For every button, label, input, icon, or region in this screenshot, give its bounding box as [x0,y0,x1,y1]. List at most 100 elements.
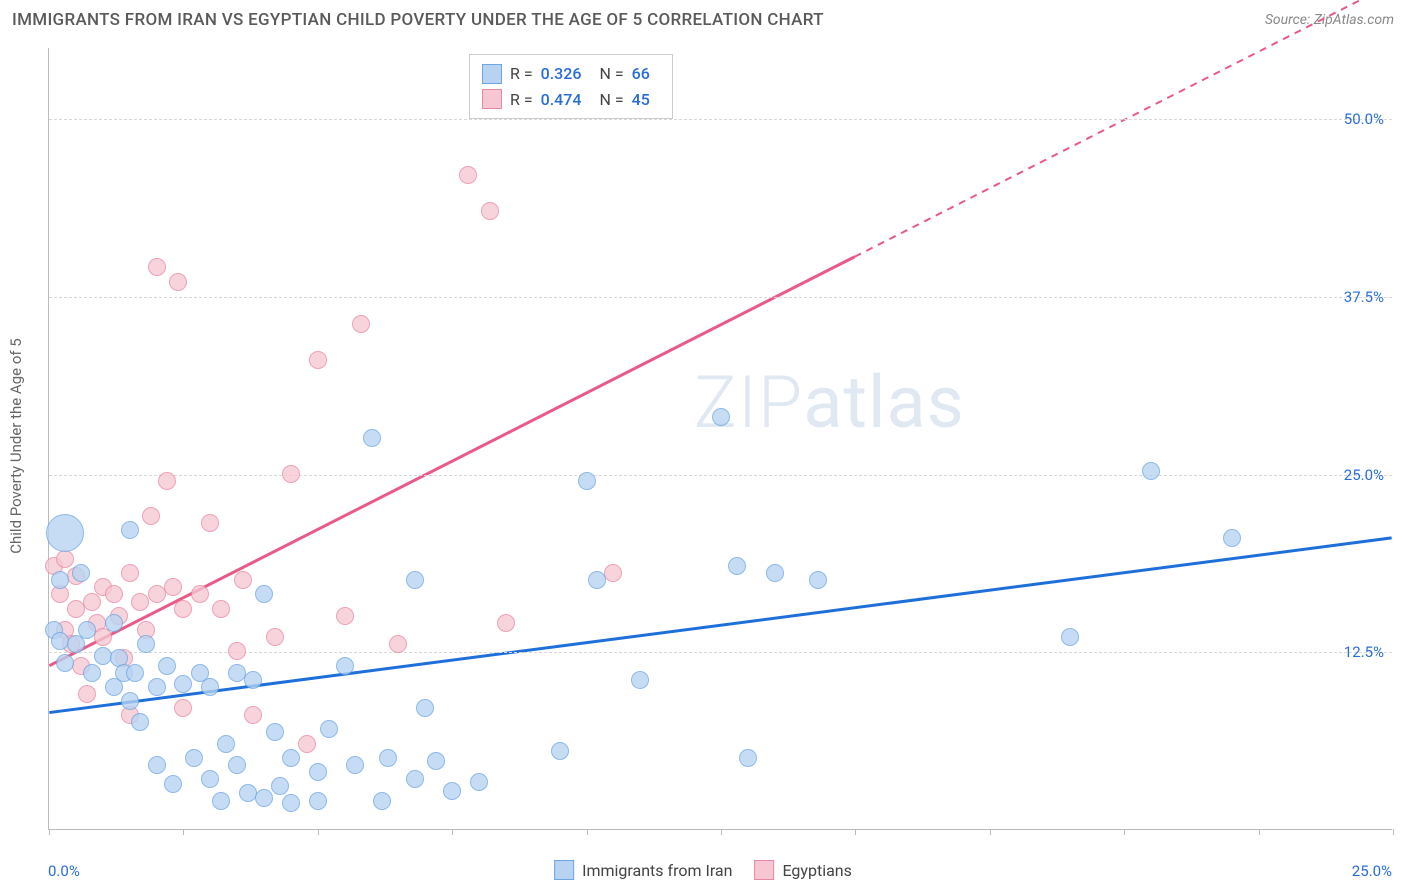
gridline [49,652,1392,653]
x-tick [49,829,50,835]
iran-point [105,614,123,632]
bottom-legend: Immigrants from Iran Egyptians [554,860,852,880]
egypt-point [174,699,192,717]
egypt-point [497,614,515,632]
iran-point [78,621,96,639]
iran-point [121,692,139,710]
iran-point [1061,628,1079,646]
iran-point [51,571,69,589]
x-tick [1393,829,1394,835]
iran-point [346,756,364,774]
egypt-point [389,635,407,653]
egypt-point [105,585,123,603]
iran-point [94,647,112,665]
egypt-point [298,735,316,753]
iran-point [255,585,273,603]
egypt-point [78,685,96,703]
iran-point [309,763,327,781]
iran-point [174,675,192,693]
y-tick-label: 50.0% [1344,110,1384,128]
iran-point [282,749,300,767]
x-tick [183,829,184,835]
stats-row-egypt: R =0.474N =45 [482,87,660,113]
x-tick [1124,829,1125,835]
legend-swatch-iran-icon [554,860,574,880]
iran-point [406,770,424,788]
iran-point [363,429,381,447]
iran-point [217,735,235,753]
iran-point [148,756,166,774]
iran-point [406,571,424,589]
egypt-point [148,258,166,276]
legend-item-egypt: Egyptians [754,860,851,880]
iran-point [239,784,257,802]
stats-swatch-iran-icon [482,64,502,84]
iran-point [148,678,166,696]
iran-point [336,657,354,675]
legend-label-egypt: Egyptians [782,861,851,880]
x-origin-label: 0.0% [48,862,80,880]
iran-point [443,782,461,800]
iran-point [578,472,596,490]
iran-point [271,777,289,795]
egypt-point [169,273,187,291]
x-tick [587,829,588,835]
r-label: R = [510,61,533,87]
iran-point [46,514,84,552]
legend-swatch-egypt-icon [754,860,774,880]
iran-point [712,408,730,426]
iran-point [56,654,74,672]
egypt-point [201,514,219,532]
iran-point [1223,529,1241,547]
r-value-iran: 0.326 [541,61,582,87]
egypt-point [459,166,477,184]
plot-area: ZIPatlas R =0.326N =66R =0.474N =45 12.5… [48,48,1392,830]
r-value-egypt: 0.474 [541,87,582,113]
egypt-point [158,472,176,490]
n-label: N = [599,61,623,87]
iran-point [201,678,219,696]
y-tick-label: 37.5% [1344,288,1384,306]
x-tick [452,829,453,835]
y-tick-label: 12.5% [1344,643,1384,661]
x-tick [990,829,991,835]
legend-label-iran: Immigrants from Iran [582,861,732,880]
egypt-point [481,202,499,220]
x-tick [318,829,319,835]
egypt-point [56,550,74,568]
iran-point [282,794,300,812]
egypt-point [142,507,160,525]
egypt-point [174,600,192,618]
y-tick-label: 25.0% [1344,466,1384,484]
iran-point [228,756,246,774]
gridline [49,475,1392,476]
iran-point [379,749,397,767]
egypt-point [282,465,300,483]
iran-point [320,720,338,738]
egypt-point [164,578,182,596]
stats-row-iran: R =0.326N =66 [482,61,660,87]
egypt-point [121,564,139,582]
iran-point [185,749,203,767]
iran-point [728,557,746,575]
egypt-point [244,706,262,724]
iran-point [158,657,176,675]
iran-point [255,789,273,807]
iran-point [51,632,69,650]
iran-point [1142,462,1160,480]
iran-point [551,742,569,760]
gridline [49,297,1392,298]
egypt-point [309,351,327,369]
egypt-point [191,585,209,603]
egypt-point [266,628,284,646]
x-tick [721,829,722,835]
iran-point [309,792,327,810]
iran-point [72,564,90,582]
r-label: R = [510,87,533,113]
iran-point [126,664,144,682]
iran-point [631,671,649,689]
iran-point [470,773,488,791]
egypt-point [228,642,246,660]
y-axis-title: Child Poverty Under the Age of 5 [7,338,25,554]
n-value-egypt: 45 [632,87,650,113]
